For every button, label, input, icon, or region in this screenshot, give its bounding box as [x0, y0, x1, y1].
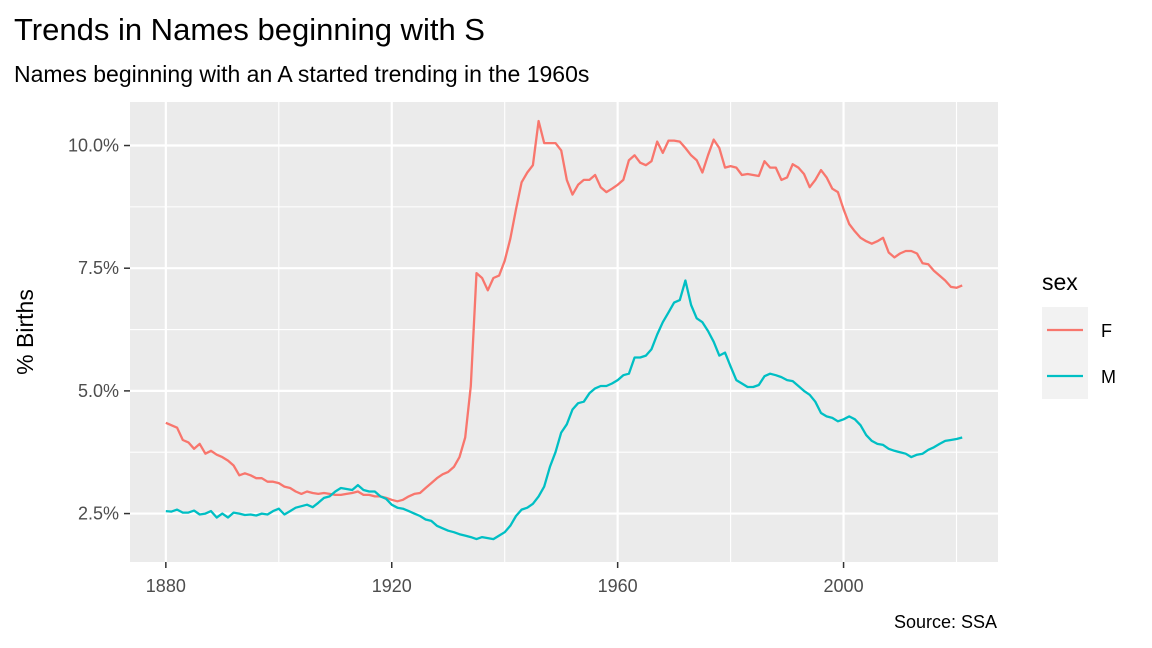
series-line-F [165, 119, 963, 503]
y-axis-title: % Births [12, 289, 38, 375]
legend-label-M: M [1101, 367, 1116, 387]
y-tick-label: 5.0% [78, 381, 119, 401]
minor-gridlines [130, 102, 998, 562]
y-tick-label: 2.5% [78, 504, 119, 524]
plot-panel [130, 102, 998, 562]
x-axis: 1880 1920 1960 2000 [146, 562, 864, 596]
y-tick-label: 7.5% [78, 258, 119, 278]
y-axis: 2.5% 5.0% 7.5% 10.0% [68, 136, 130, 524]
series-lines [165, 119, 963, 541]
y-tick-label: 10.0% [68, 136, 119, 156]
chart-caption: Source: SSA [894, 612, 997, 632]
major-gridlines [130, 102, 998, 562]
series-line-M [165, 279, 963, 541]
x-tick-label: 2000 [824, 576, 864, 596]
legend: sex F M [1042, 269, 1116, 399]
legend-label-F: F [1101, 321, 1112, 341]
x-tick-label: 1880 [146, 576, 186, 596]
legend-title: sex [1042, 269, 1078, 295]
chart-title: Trends in Names beginning with S [14, 12, 485, 47]
x-tick-label: 1920 [372, 576, 412, 596]
x-tick-label: 1960 [598, 576, 638, 596]
chart-subtitle: Names beginning with an A started trendi… [14, 61, 589, 87]
